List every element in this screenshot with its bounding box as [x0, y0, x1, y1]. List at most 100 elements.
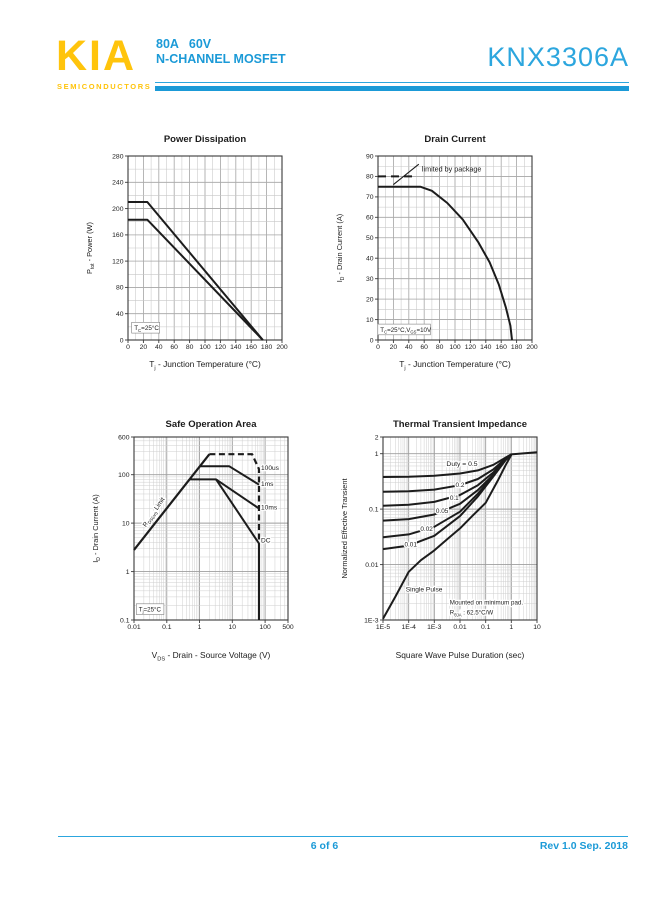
svg-text:0.02: 0.02 [420, 526, 433, 533]
header-rule-thick [155, 86, 629, 91]
header-rule-thin [155, 82, 629, 84]
kia-logo: KIA [56, 32, 137, 80]
svg-text:80: 80 [366, 174, 374, 181]
svg-text:100: 100 [199, 344, 211, 351]
svg-text:10ms: 10ms [261, 505, 278, 512]
svg-text:100: 100 [449, 344, 461, 351]
grid-safe-operation-area [134, 437, 288, 620]
series-single-pulse [382, 454, 513, 620]
power-dissipation-chart: TC=25°C 0 20 40 60 80 100 120 140 160 180 200 0 40 80 1… [72, 125, 334, 380]
svg-text:20: 20 [140, 344, 148, 351]
grid-power-dissipation [127, 155, 283, 341]
svg-text:DC: DC [261, 537, 271, 544]
svg-text:TC=25°C: TC=25°C [134, 324, 159, 333]
series-duty-0.01 [382, 453, 513, 551]
svg-text:500: 500 [282, 624, 294, 631]
safe-operation-area-chart: 100us 1ms 10ms DC RDS(on) Limit Tj=25°C 0.01 0.… [78, 409, 340, 670]
svg-text:1E-3: 1E-3 [364, 617, 379, 624]
svg-text:Square Wave Pulse Duration (se: Square Wave Pulse Duration (sec) [396, 650, 525, 660]
part-number: KNX3306A [487, 42, 629, 72]
svg-text:80: 80 [116, 285, 124, 292]
plot-frame [133, 436, 289, 621]
svg-text:Power Dissipation: Power Dissipation [164, 134, 247, 145]
svg-text:120: 120 [215, 344, 227, 351]
svg-text:100: 100 [118, 472, 130, 479]
kia-logo-subtitle: SEMICONDUCTORS [57, 82, 152, 91]
svg-text:40: 40 [405, 344, 413, 351]
svg-text:0.1: 0.1 [450, 495, 459, 502]
grid-thermal-transient-impedance [383, 437, 537, 620]
svg-text:0.01: 0.01 [453, 624, 466, 631]
svg-text:1E-4: 1E-4 [402, 624, 417, 631]
svg-text:limited by package: limited by package [422, 164, 482, 173]
svg-text:80: 80 [436, 344, 444, 351]
svg-text:ID - Drain Current (A): ID - Drain Current (A) [335, 214, 346, 283]
svg-text:Normalized Effective Transient: Normalized Effective Transient [340, 478, 349, 578]
series-ptot-lower [128, 218, 264, 341]
svg-text:Thermal Transient Impedance: Thermal Transient Impedance [393, 419, 527, 430]
svg-text:Mounted on minimum pad.: Mounted on minimum pad. [450, 600, 524, 607]
svg-text:140: 140 [480, 344, 492, 351]
svg-text:1: 1 [126, 569, 130, 576]
svg-text:Safe Operation Area: Safe Operation Area [166, 419, 258, 430]
device-rating: 80A 60V [156, 37, 212, 51]
svg-text:0: 0 [370, 337, 374, 344]
svg-text:1: 1 [198, 624, 202, 631]
svg-text:10: 10 [366, 317, 374, 324]
svg-text:Drain Current: Drain Current [424, 134, 486, 145]
svg-text:0.1: 0.1 [481, 624, 491, 631]
svg-text:100us: 100us [261, 465, 280, 472]
grid-drain-current [377, 155, 533, 341]
svg-text:100: 100 [259, 624, 271, 631]
svg-text:200: 200 [526, 344, 538, 351]
svg-text:20: 20 [390, 344, 398, 351]
series-soa-dc [215, 478, 260, 620]
svg-text:0.01: 0.01 [127, 624, 140, 631]
svg-text:1: 1 [375, 451, 379, 458]
svg-text:200: 200 [112, 206, 124, 213]
svg-text:180: 180 [511, 344, 523, 351]
svg-text:160: 160 [496, 344, 508, 351]
svg-text:160: 160 [112, 232, 124, 239]
svg-text:120: 120 [112, 258, 124, 265]
revision-label: Rev 1.0 Sep. 2018 [539, 840, 628, 852]
svg-text:1ms: 1ms [261, 481, 274, 488]
svg-text:Tj - Junction Temperature (°C): Tj - Junction Temperature (°C) [149, 359, 261, 371]
svg-text:90: 90 [366, 153, 374, 160]
svg-text:240: 240 [112, 180, 124, 187]
svg-text:40: 40 [116, 311, 124, 318]
series-soa-10ms [189, 478, 260, 510]
svg-text:0.2: 0.2 [456, 482, 465, 489]
svg-text:200: 200 [276, 344, 288, 351]
svg-text:30: 30 [366, 276, 374, 283]
svg-text:0: 0 [376, 344, 380, 351]
svg-text:50: 50 [366, 235, 374, 242]
series-soa-100us [209, 453, 261, 543]
svg-text:1: 1 [509, 624, 513, 631]
svg-text:Tj=25°C: Tj=25°C [139, 607, 162, 615]
series-id-vs-temperature [378, 185, 513, 341]
svg-text:0.01: 0.01 [404, 542, 417, 549]
svg-text:0.01: 0.01 [365, 562, 378, 569]
footer-rule [58, 836, 628, 838]
svg-text:0.1: 0.1 [120, 617, 130, 624]
svg-text:Duty = 0.5: Duty = 0.5 [446, 461, 477, 468]
annotation-line [393, 163, 420, 186]
svg-text:140: 140 [230, 344, 242, 351]
svg-text:0: 0 [126, 344, 130, 351]
svg-text:10: 10 [229, 624, 237, 631]
svg-text:0.1: 0.1 [369, 506, 379, 513]
page-number: 6 of 6 [310, 840, 339, 852]
svg-text:10: 10 [533, 624, 541, 631]
svg-text:120: 120 [465, 344, 477, 351]
svg-text:2: 2 [375, 434, 379, 441]
svg-text:0: 0 [120, 337, 124, 344]
thermal-transient-impedance-chart: Duty = 0.5 0.2 0.1 0.05 0.02 0.01 Single Pulse… [327, 409, 589, 670]
svg-text:0.05: 0.05 [436, 508, 449, 515]
svg-text:20: 20 [366, 296, 374, 303]
series-ptot-upper [128, 201, 264, 341]
svg-text:280: 280 [112, 153, 124, 160]
svg-text:160: 160 [246, 344, 258, 351]
svg-text:60: 60 [366, 215, 374, 222]
